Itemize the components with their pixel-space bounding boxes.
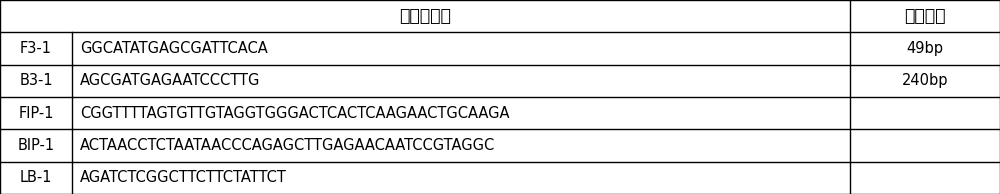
Text: AGATCTCGGCTTCTTCTATTCT: AGATCTCGGCTTCTTCTATTCT xyxy=(80,170,287,185)
Text: LB-1: LB-1 xyxy=(20,170,52,185)
Text: CGGTTTTAGTGTTGTAGGTGGGACTCACTCAAGAACTGCAAGA: CGGTTTTAGTGTTGTAGGTGGGACTCACTCAAGAACTGCA… xyxy=(80,106,510,121)
Text: 引物位置: 引物位置 xyxy=(904,7,946,25)
Text: F3-1: F3-1 xyxy=(20,41,52,56)
Text: 240bp: 240bp xyxy=(902,73,948,88)
Text: BIP-1: BIP-1 xyxy=(17,138,55,153)
Text: GGCATATGAGCGATTCACA: GGCATATGAGCGATTCACA xyxy=(80,41,268,56)
Text: ACTAACCTCTAATAACCCAGAGCTTGAGAACAATCCGTAGGC: ACTAACCTCTAATAACCCAGAGCTTGAGAACAATCCGTAG… xyxy=(80,138,495,153)
Text: 第一组引物: 第一组引物 xyxy=(399,7,451,25)
Text: FIP-1: FIP-1 xyxy=(18,106,54,121)
Text: 49bp: 49bp xyxy=(906,41,944,56)
Text: B3-1: B3-1 xyxy=(19,73,53,88)
Text: AGCGATGAGAATCCCTTG: AGCGATGAGAATCCCTTG xyxy=(80,73,260,88)
